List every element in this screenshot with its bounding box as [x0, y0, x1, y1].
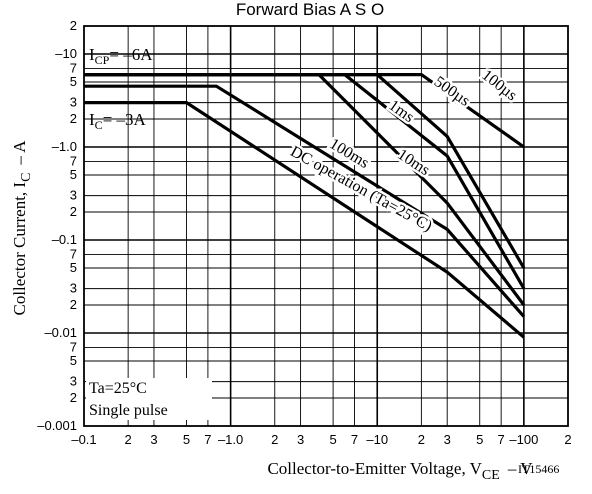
y-tick-label-18: 5	[70, 74, 77, 89]
x-tick-label-10: –10	[366, 432, 388, 447]
x-tick-label-15: –100	[509, 432, 538, 447]
y-tick-label-12: 3	[70, 188, 77, 203]
y-tick-label-14: 7	[70, 153, 77, 168]
y-tick-label-8: 5	[70, 260, 77, 275]
series-line-2	[84, 72, 526, 290]
y-tick-label-9: 7	[70, 246, 77, 261]
y-tick-label-20: –10	[55, 46, 77, 61]
icp-limit-label: ICP= –6A	[89, 45, 153, 67]
series-line-4	[84, 84, 526, 318]
x-tick-label-5: –1.0	[218, 432, 243, 447]
x-tick-label-13: 5	[476, 432, 483, 447]
series-line-3	[84, 72, 526, 306]
chart-title: Forward Bias A S O	[236, 0, 384, 19]
x-tick-label-8: 5	[329, 432, 336, 447]
x-tick-label-3: 5	[183, 432, 190, 447]
x-tick-label-7: 3	[297, 432, 304, 447]
x-tick-label-1: 2	[125, 432, 132, 447]
series-lines	[84, 72, 526, 339]
y-tick-label-6: 2	[70, 297, 77, 312]
curve-label-0: 100µs	[478, 67, 520, 105]
x-tick-label-11: 2	[418, 432, 425, 447]
plot-border	[83, 25, 569, 427]
x-tick-label-4: 7	[204, 432, 211, 447]
x-tick-label-9: 7	[351, 432, 358, 447]
y-tick-label-3: 5	[70, 353, 77, 368]
y-axis-label: Collector Current, IC– A	[10, 140, 34, 316]
figure-code: IT15466	[518, 462, 559, 476]
curve-label-2: 1ms	[385, 97, 417, 126]
y-tick-label-13: 5	[70, 167, 77, 182]
x-tick-label-2: 3	[150, 432, 157, 447]
y-tick-label-15: –1.0	[52, 139, 77, 154]
x-tick-label-14: 7	[498, 432, 505, 447]
condition-ta: Ta=25°C	[89, 380, 147, 397]
condition-single-pulse: Single pulse	[89, 402, 168, 419]
x-tick-labels: –0.1 2 3 5 7 –1.0 2 3 5 7 –10 2 3 5 7 –100 2	[71, 432, 571, 447]
y-tick-label-1: 2	[70, 390, 77, 405]
conditions-box	[86, 378, 212, 420]
ic-limit-label: IC= –3A	[89, 110, 147, 132]
plot-frame	[83, 25, 569, 427]
y-tick-label-5: –0.01	[44, 325, 77, 340]
y-tick-label-2: 3	[70, 374, 77, 389]
y-tick-label-7: 3	[70, 281, 77, 296]
y-tick-label-0: –0.001	[37, 418, 77, 433]
x-tick-label-0: –0.1	[71, 432, 96, 447]
y-tick-label-4: 7	[70, 339, 77, 354]
series-line-5	[84, 100, 525, 339]
y-tick-label-21: 2	[70, 18, 77, 33]
y-tick-label-16: 2	[70, 111, 77, 126]
y-tick-label-11: 2	[70, 204, 77, 219]
y-tick-label-10: –0.1	[52, 232, 77, 247]
x-tick-label-12: 3	[444, 432, 451, 447]
y-tick-label-17: 3	[70, 95, 77, 110]
x-axis-label: Collector-to-Emitter Voltage, VCE – V	[267, 459, 533, 483]
curve-label-1: 500µs	[431, 73, 473, 110]
y-tick-label-19: 7	[70, 60, 77, 75]
curve-label-3: 10ms	[394, 146, 432, 179]
x-tick-label-6: 2	[271, 432, 278, 447]
x-tick-label-16: 2	[564, 432, 571, 447]
